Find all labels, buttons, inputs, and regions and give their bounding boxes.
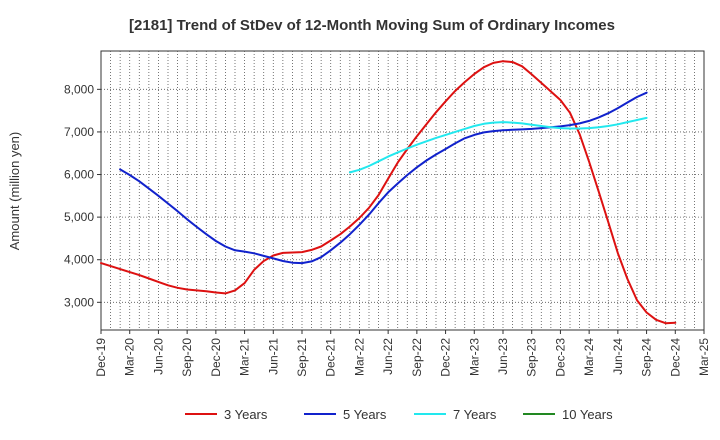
y-tick-label: 8,000 [64, 82, 94, 96]
legend-label: 5 Years [343, 407, 387, 422]
legend-item-10-years: 10 Years [523, 407, 613, 422]
y-tick-label: 3,000 [64, 295, 94, 309]
plot-frame [100, 50, 705, 331]
legend: 3 Years 5 Years 7 Years 10 Years [185, 407, 613, 422]
y-tick-label: 5,000 [64, 210, 94, 224]
legend-item-5-years: 5 Years [304, 407, 387, 422]
x-tick-label: Jun-21 [266, 338, 280, 375]
x-tick-label: Jun-20 [151, 338, 165, 375]
x-tick-label: Jun-23 [496, 338, 510, 375]
x-tick-label: Sep-21 [295, 338, 309, 377]
y-axis-label: Amount (million yen) [7, 132, 22, 251]
x-tick-label: Mar-23 [467, 338, 481, 376]
x-tick-label: Mar-21 [238, 338, 252, 376]
legend-item-7-years: 7 Years [414, 407, 497, 422]
series-line-5-years [119, 91, 648, 265]
x-tick-label: Mar-22 [352, 338, 366, 376]
x-tick-label: Jun-22 [381, 338, 395, 375]
y-tick-label: 4,000 [64, 253, 94, 267]
y-axis: 3,000 4,000 5,000 6,000 7,000 8,000 [64, 82, 101, 309]
x-tick-label: Dec-23 [553, 338, 567, 377]
x-tick-label: Sep-22 [410, 338, 424, 377]
x-tick-label: Dec-20 [209, 338, 223, 377]
x-tick-label: Sep-23 [525, 338, 539, 377]
x-tick-label: Sep-24 [640, 338, 654, 377]
x-tick-label: Dec-22 [439, 338, 453, 377]
series-layer [100, 60, 677, 325]
y-tick-label: 6,000 [64, 168, 94, 182]
x-tick-label: Dec-21 [324, 338, 338, 377]
y-tick-label: 7,000 [64, 125, 94, 139]
x-tick-label: Mar-20 [123, 338, 137, 376]
x-tick-label: Dec-19 [94, 338, 108, 377]
x-tick-label: Dec-24 [668, 338, 682, 377]
chart-title: [2181] Trend of StDev of 12-Month Moving… [129, 17, 615, 34]
legend-label: 7 Years [453, 407, 497, 422]
x-axis: Dec-19 Mar-20 Jun-20 Sep-20 Dec-20 Mar-21 Jun-… [94, 330, 711, 377]
x-tick-label: Sep-20 [180, 338, 194, 377]
x-tick-label: Mar-24 [582, 338, 596, 376]
series-line-7-years [348, 116, 648, 174]
plot-area [100, 50, 705, 331]
x-tick-label: Mar-25 [697, 338, 711, 376]
legend-label: 3 Years [224, 407, 268, 422]
x-tick-label: Jun-24 [611, 338, 625, 375]
series-line-3-years [100, 60, 677, 325]
legend-item-3-years: 3 Years [185, 407, 268, 422]
legend-label: 10 Years [562, 407, 613, 422]
